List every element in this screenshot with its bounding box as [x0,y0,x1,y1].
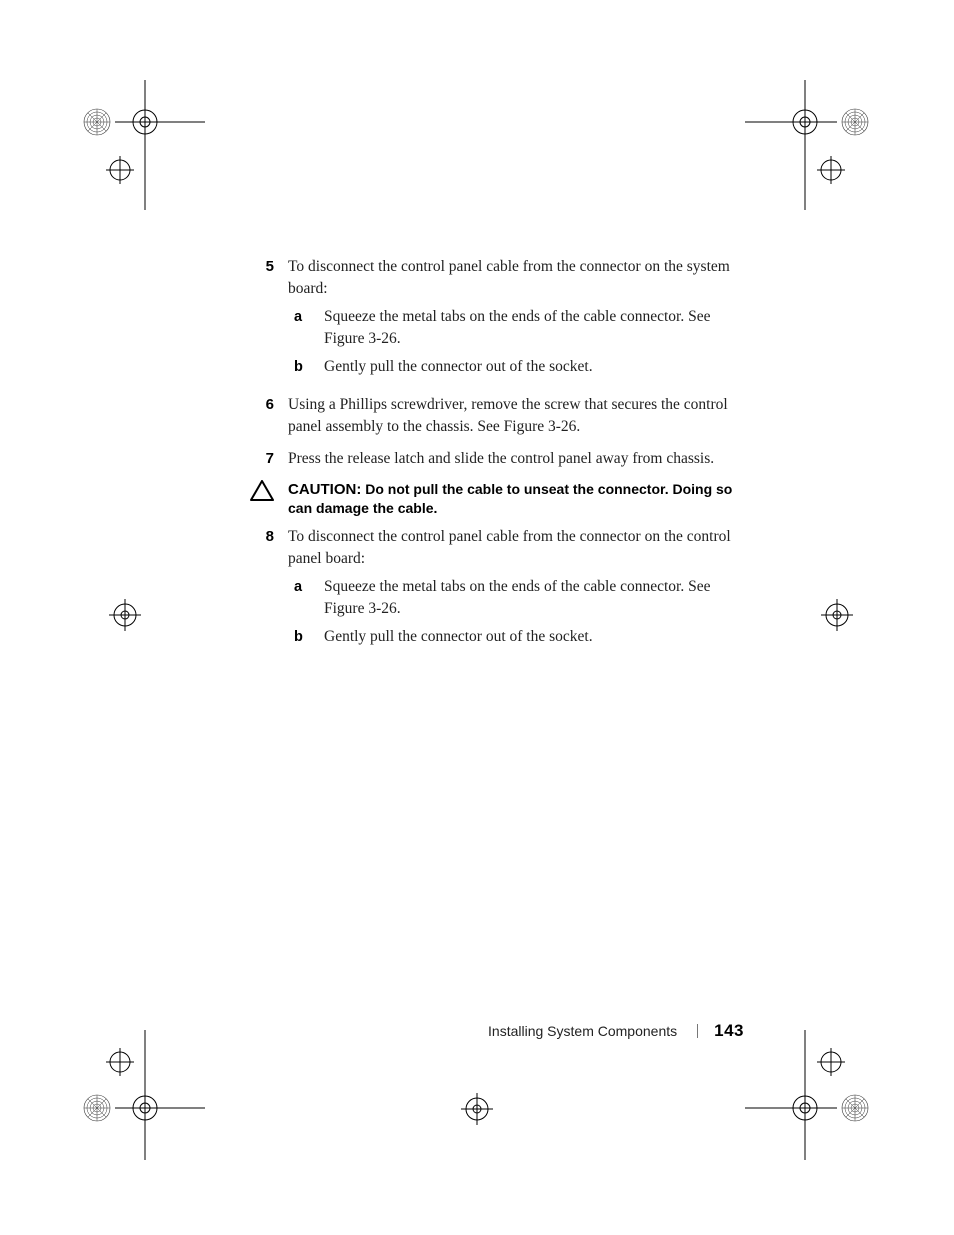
cropmark-svg [75,80,205,210]
step-number: 7 [240,448,288,470]
cropmark-svg [812,590,862,640]
step-number: 8 [240,526,288,654]
caution-block: CAUTION: Do not pull the cable to unseat… [240,480,750,518]
substep-b: b Gently pull the connector out of the s… [288,626,750,648]
substep-a: a Squeeze the metal tabs on the ends of … [288,306,750,350]
caution-text: CAUTION: Do not pull the cable to unseat… [288,480,750,518]
content-column: 5 To disconnect the control panel cable … [240,256,750,664]
triangle-icon [250,480,274,502]
step-number: 5 [240,256,288,384]
cropmark-svg [745,1020,885,1160]
substep-text: Squeeze the metal tabs on the ends of th… [324,576,750,620]
substep-a: a Squeeze the metal tabs on the ends of … [288,576,750,620]
page: 5 To disconnect the control panel cable … [0,0,954,1235]
step-6: 6 Using a Phillips screwdriver, remove t… [240,394,750,438]
step-text: To disconnect the control panel cable fr… [288,258,730,297]
substeps: a Squeeze the metal tabs on the ends of … [288,576,750,648]
cropmark-left-mid [100,590,220,710]
substeps: a Squeeze the metal tabs on the ends of … [288,306,750,378]
caution-icon [240,480,288,502]
cropmark-right-mid [812,590,932,710]
step-body: To disconnect the control panel cable fr… [288,256,750,384]
cropmark-top-right [745,80,865,200]
step-7: 7 Press the release latch and slide the … [240,448,750,470]
cropmark-bottom-right [745,1020,865,1140]
step-8: 8 To disconnect the control panel cable … [240,526,750,654]
cropmark-top-left [75,80,195,200]
step-text: Using a Phillips screwdriver, remove the… [288,394,750,438]
footer-page-number: 143 [714,1021,744,1041]
substep-letter: a [288,306,324,350]
substep-text: Gently pull the connector out of the soc… [324,356,750,378]
cropmark-svg [745,80,885,210]
caution-label: CAUTION: [288,481,361,498]
substep-letter: b [288,626,324,648]
step-number: 6 [240,394,288,438]
page-footer: Installing System Components 143 [488,1021,744,1041]
step-body: To disconnect the control panel cable fr… [288,526,750,654]
substep-letter: a [288,576,324,620]
step-text: To disconnect the control panel cable fr… [288,528,731,567]
substep-b: b Gently pull the connector out of the s… [288,356,750,378]
cropmark-svg [75,1020,205,1160]
cropmark-svg [100,590,150,640]
substep-text: Squeeze the metal tabs on the ends of th… [324,306,750,350]
substep-letter: b [288,356,324,378]
cropmark-bottom-center [452,1084,572,1204]
footer-separator [697,1024,698,1038]
cropmark-svg [452,1084,502,1134]
substep-text: Gently pull the connector out of the soc… [324,626,750,648]
step-text: Press the release latch and slide the co… [288,448,750,470]
footer-section: Installing System Components [488,1023,677,1039]
step-5: 5 To disconnect the control panel cable … [240,256,750,384]
cropmark-bottom-left [75,1020,195,1140]
